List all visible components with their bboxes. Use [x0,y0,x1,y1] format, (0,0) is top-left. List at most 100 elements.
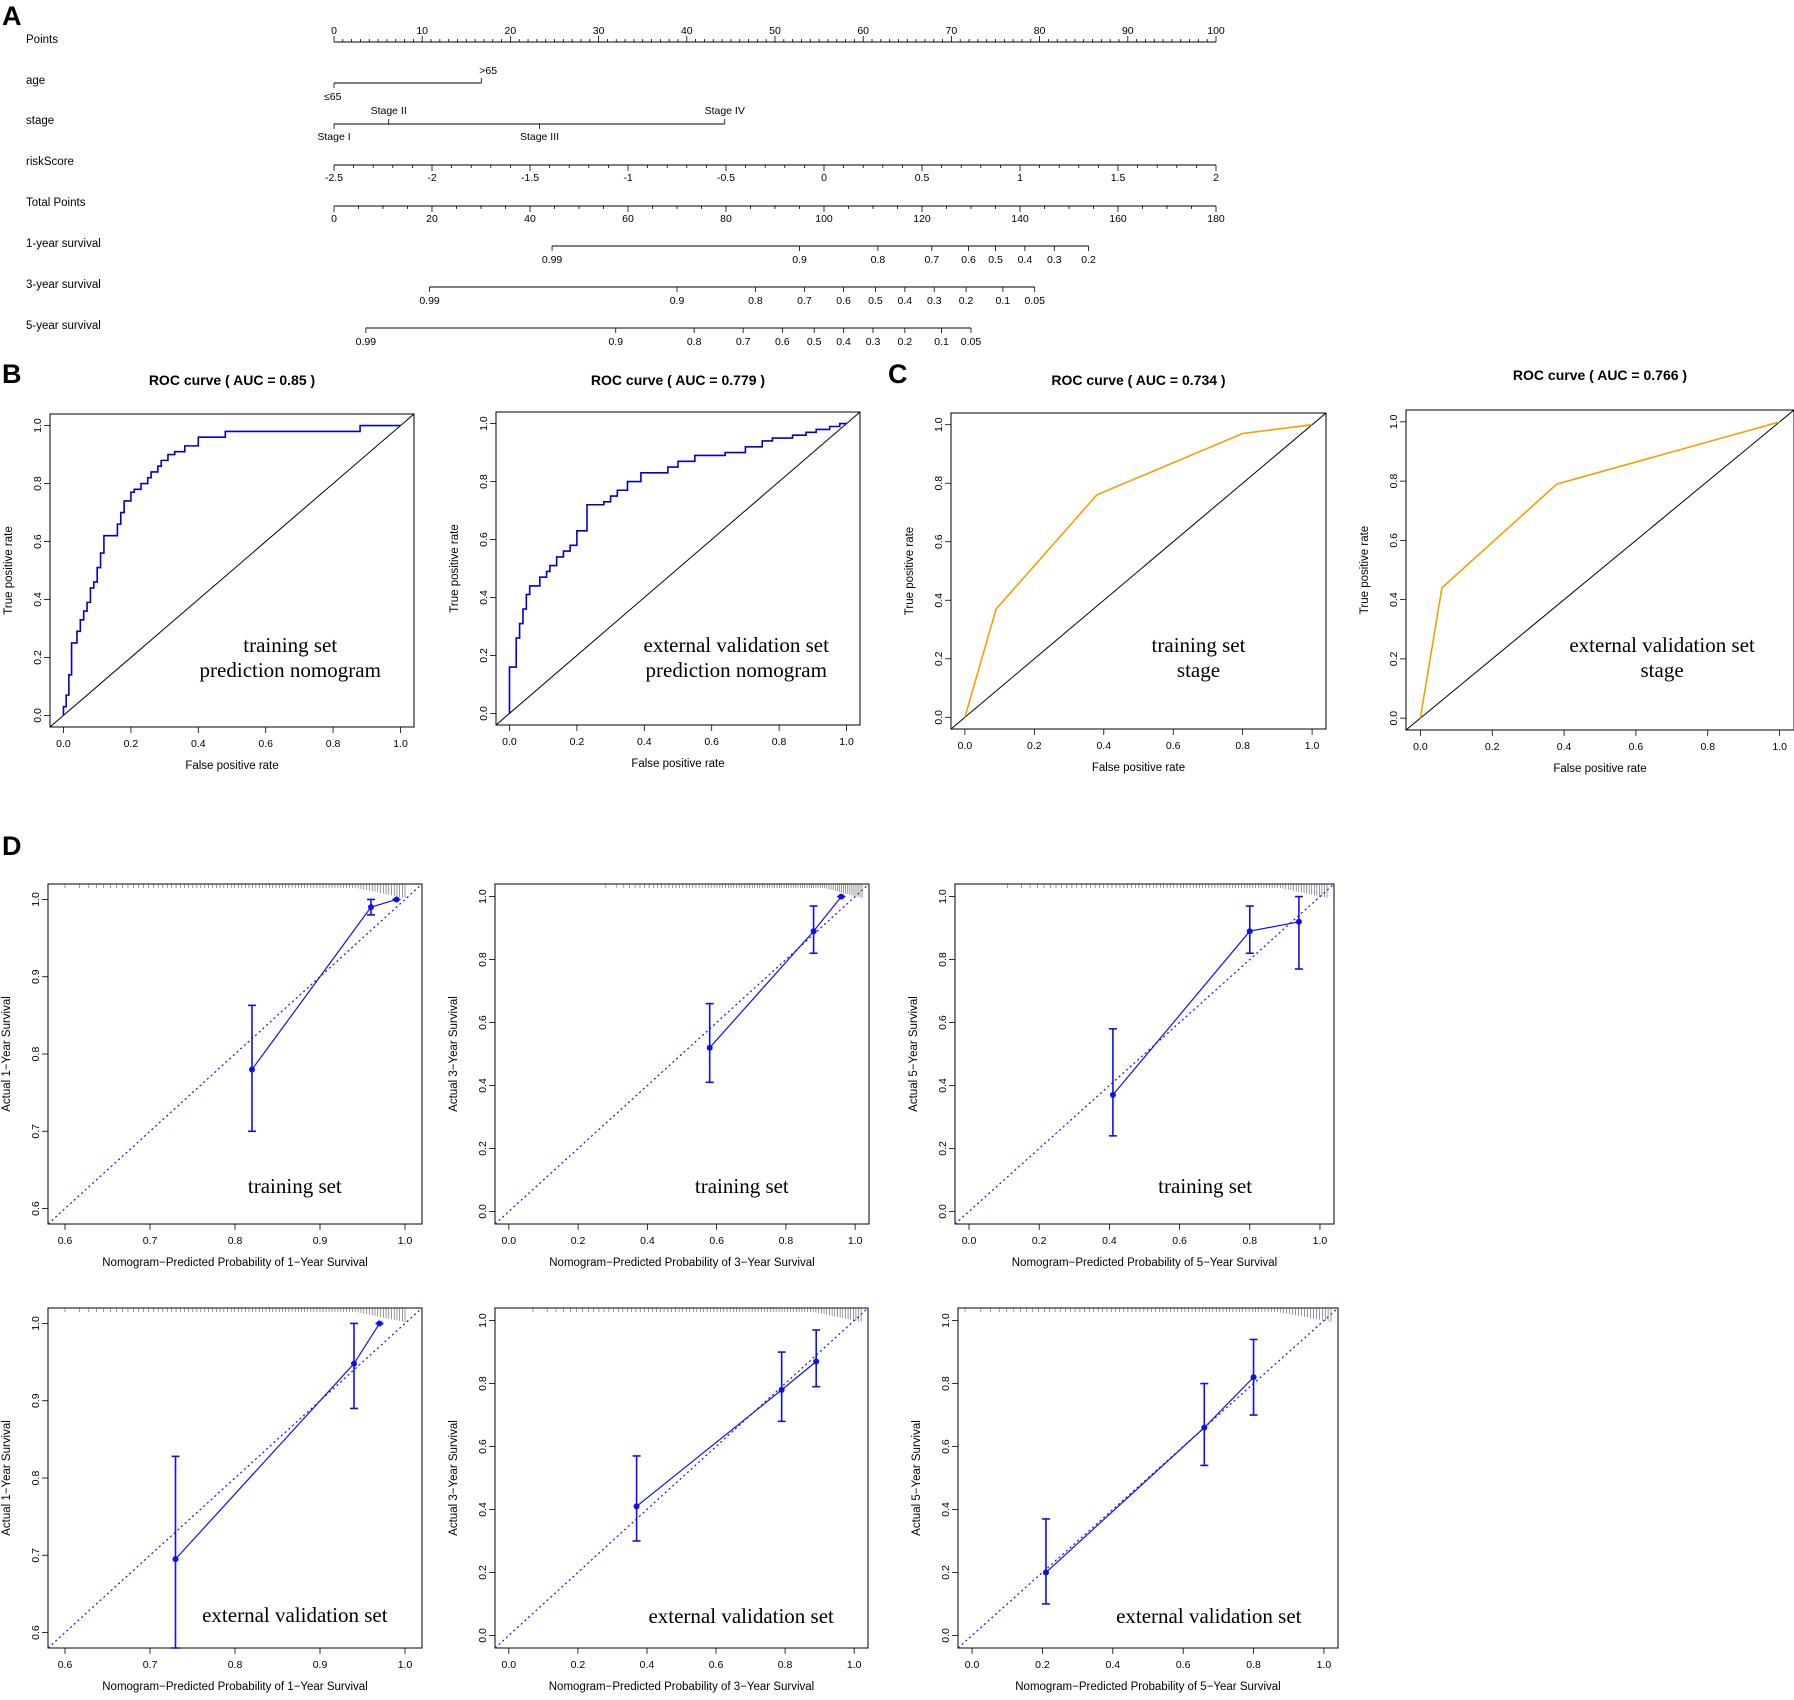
stage-level-label: Stage II [371,105,407,117]
riskscore-tick-label: -0.5 [717,172,735,184]
y-tick-label: 0.7 [30,1548,42,1563]
calibration-point [249,1066,255,1073]
points-tick-label: 10 [416,25,428,37]
panel-label-a: A [2,1,22,31]
y-tick-label: 0.8 [30,1471,42,1486]
survival-tick-label: 0.6 [961,254,976,266]
x-tick-label: 0.2 [571,1659,586,1671]
y-tick-label: 0.2 [477,1565,489,1580]
x-axis-label: False positive rate [185,760,278,772]
y-tick-label: 0.2 [940,1565,952,1580]
y-tick-label: 0.4 [937,1078,949,1093]
y-tick-label: 0.9 [30,1393,42,1408]
survival-tick-label: 0.1 [934,336,949,348]
reference-diagonal [495,411,861,726]
calibration-point [376,1320,383,1327]
plot-frame [495,411,861,726]
annotation-text: external validation set [1569,633,1755,657]
y-tick-label: 0.2 [478,648,490,663]
chart-title: ROC curve ( AUC = 0.734 ) [1051,372,1225,388]
annotation-text: stage [1177,658,1220,682]
chart-title: ROC curve ( AUC = 0.766 ) [1513,367,1687,383]
points-tick-label: 40 [681,25,693,37]
points-tick-label: 50 [769,25,781,37]
plot-1: 0.0 0.2 0.4 0.6 0.8 1.0 0.0 0.2 0.4 0.6 0.8 1.0 Fals… [3,372,415,772]
plot-frame [954,883,1335,1225]
reference-diagonal [49,413,415,728]
x-axis-label: Nomogram−Predicted Probability of 5−Year… [1012,1257,1278,1269]
calibration-point [1246,928,1253,935]
x-tick-label: 0.0 [502,736,517,748]
x-tick-label: 0.0 [1413,741,1428,753]
survival-tick-label: 0.99 [419,295,440,307]
rug-marks [964,1308,1332,1322]
y-tick-label: 0.4 [933,593,945,608]
riskscore-tick-label: -2 [427,172,436,184]
y-axis-label: Actual 1−Year Survival [1,996,13,1112]
y-axis-label: Actual 3−Year Survival [448,1420,460,1536]
y-tick-label: 0.4 [940,1502,952,1517]
y-tick-label: 0.0 [937,1204,949,1219]
y-tick-label: 0.0 [477,1204,489,1219]
x-tick-label: 0.7 [143,1235,158,1247]
annotation-text: training set [1158,1174,1252,1198]
x-tick-label: 1.0 [848,1235,863,1247]
x-axis-label: Nomogram−Predicted Probability of 5−Year… [1015,1681,1281,1693]
calibration-line [175,1323,381,1560]
annotation-text: training set [695,1174,789,1198]
calibration-line [251,898,397,1070]
y-tick-label: 0.6 [1388,533,1400,548]
riskscore-tick-label: 1.5 [1111,172,1126,184]
survival-tick-label: 0.7 [736,336,751,348]
x-tick-label: 0.4 [191,738,206,750]
y-tick-label: 0.2 [1388,651,1400,666]
annotation-text: prediction nomogram [646,658,827,682]
x-tick-label: 1.0 [1305,740,1320,752]
nomogram-row-label: Total Points [26,197,86,209]
x-tick-label: 0.4 [1096,740,1111,752]
y-axis-label: Actual 5−Year Survival [908,996,920,1112]
points-tick-label: 70 [946,25,958,37]
x-tick-label: 0.8 [779,1235,794,1247]
x-tick-label: 1.0 [1317,1659,1332,1671]
chart-title: ROC curve ( AUC = 0.779 ) [591,372,765,388]
nomogram-row-label: 3-year survival [26,279,101,291]
points-tick-label: 0 [331,25,337,37]
x-axis-label: False positive rate [1092,762,1185,774]
annotation-text: training set [248,1174,342,1198]
y-tick-label: 1.0 [940,1313,952,1328]
roc-curve [1419,421,1780,719]
y-tick-label: 1.0 [477,1313,489,1328]
x-tick-label: 0.6 [709,1659,724,1671]
y-axis-label: Actual 5−Year Survival [911,1420,923,1536]
total-points-tick-label: 120 [913,213,931,225]
reference-diagonal [494,883,870,1225]
plot-10: 0.0 0.2 0.4 0.6 0.8 1.0 0.0 0.2 0.4 0.6 0.8 1.0 Nomo… [911,1307,1339,1693]
reference-diagonal [494,1307,869,1649]
plot-2: 0.0 0.2 0.4 0.6 0.8 1.0 0.0 0.2 0.4 0.6 0.8 1.0 Fals… [449,372,861,770]
age-level-label: >65 [479,65,497,77]
plot-frame [1405,409,1794,731]
survival-tick-label: 0.05 [961,336,982,348]
nomogram-row-label: 5-year survival [26,320,101,332]
y-tick-label: 0.6 [32,534,44,549]
y-tick-label: 0.0 [1388,711,1400,726]
survival-tick-label: 0.7 [797,295,812,307]
riskscore-tick-label: -1.5 [521,172,539,184]
calibration-point [393,896,400,903]
x-tick-label: 0.8 [1246,1659,1261,1671]
points-tick-label: 100 [1207,25,1225,37]
total-points-tick-label: 140 [1011,213,1029,225]
riskscore-tick-label: 0.5 [915,172,930,184]
x-tick-label: 0.9 [313,1659,328,1671]
x-tick-label: 0.4 [640,1235,655,1247]
riskscore-tick-label: 0 [821,172,827,184]
calibration-line [636,1361,817,1507]
rug-marks [64,1308,406,1322]
survival-tick-label: 0.7 [924,254,939,266]
y-tick-label: 0.8 [937,952,949,967]
y-tick-label: 0.6 [30,1625,42,1640]
x-axis-label: False positive rate [1553,763,1646,775]
